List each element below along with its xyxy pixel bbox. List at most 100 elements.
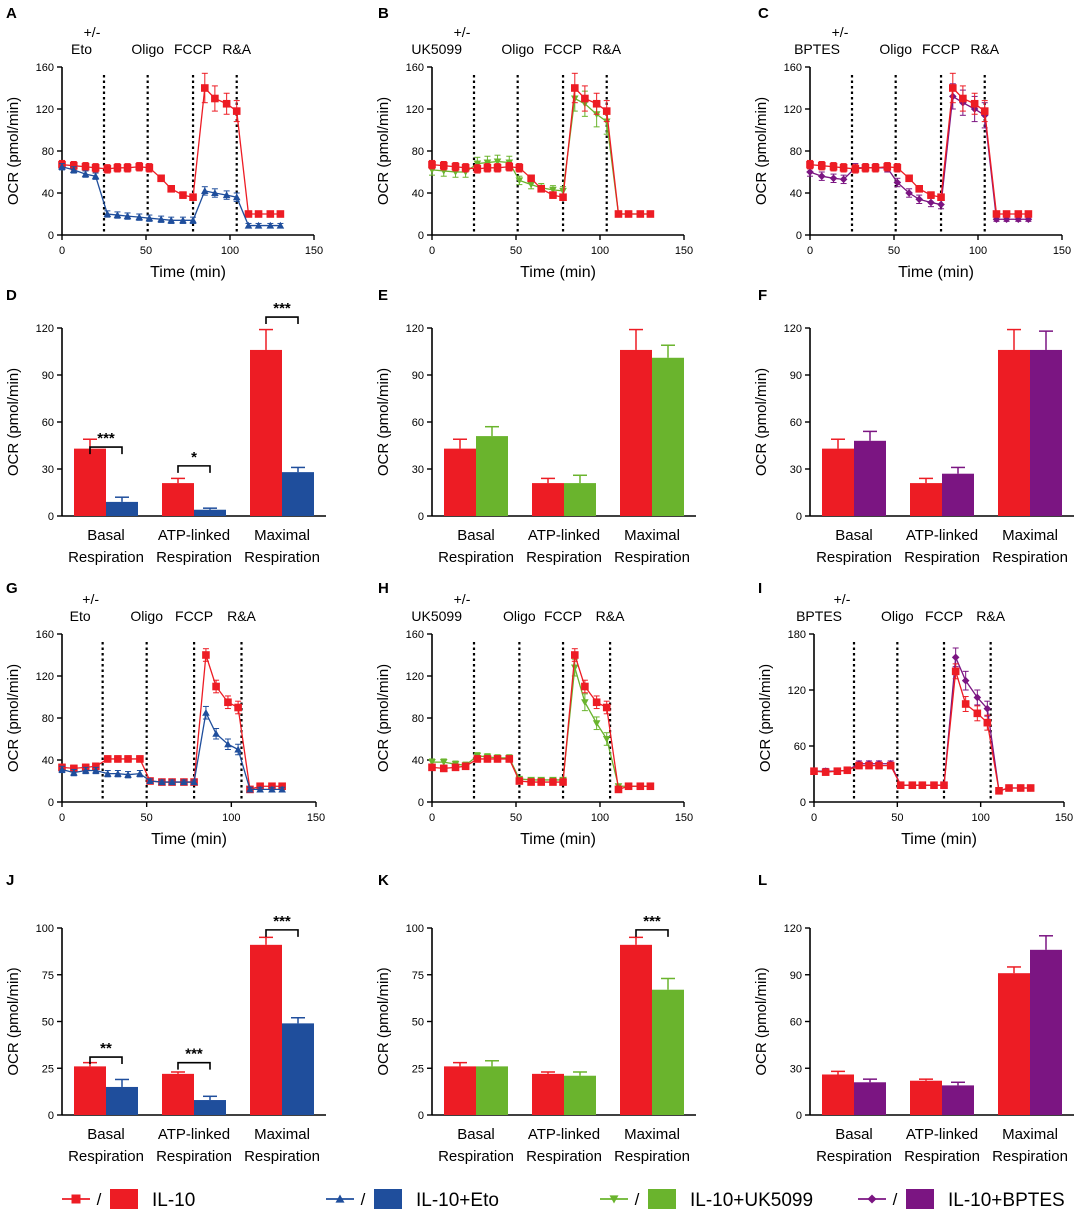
y-tick-label: 160 <box>406 629 424 641</box>
injection-label: +/- <box>84 24 101 40</box>
category-label: Respiration <box>992 549 1068 566</box>
data-point <box>505 755 514 763</box>
category-label: Respiration <box>904 1148 980 1165</box>
y-tick-label: 0 <box>418 511 424 523</box>
data-point <box>1014 210 1023 218</box>
data-point <box>201 84 209 92</box>
data-point <box>893 178 902 187</box>
legend-item-eto: / IL-10+Eto <box>326 1189 499 1211</box>
y-tick-label: 0 <box>418 230 424 242</box>
panel-label: G <box>6 580 18 597</box>
y-tick-label: 40 <box>42 755 54 767</box>
panel-L: L 0 30 60 90 120 OCR (pmol/min) Basal Respiratio… <box>753 872 1074 1165</box>
panel-E: E 0 30 60 90 120 OCR (pmol/min) Basal Respiratio… <box>375 287 696 566</box>
data-point <box>103 769 112 777</box>
data-point <box>461 164 470 172</box>
data-point <box>439 759 448 766</box>
x-tick-label: 150 <box>1055 812 1073 824</box>
bar-bptes <box>854 1082 886 1115</box>
legend-swatch <box>906 1189 934 1209</box>
data-point <box>224 740 232 748</box>
data-point <box>970 99 979 108</box>
data-point <box>930 781 938 789</box>
data-point <box>915 195 923 204</box>
significance-bracket <box>265 929 299 937</box>
category-label: Respiration <box>68 549 144 566</box>
data-point <box>602 107 611 115</box>
series-bptes <box>806 83 1033 224</box>
y-tick-label: 80 <box>42 146 54 158</box>
data-point <box>973 693 982 702</box>
bar-il10 <box>250 944 282 1115</box>
category-label: Respiration <box>526 549 602 566</box>
x-tick-label: 0 <box>807 245 813 257</box>
data-point <box>624 782 633 791</box>
y-tick-label: 180 <box>788 629 806 641</box>
category-label: ATP-linked <box>528 527 600 544</box>
data-point <box>1005 784 1013 792</box>
data-point <box>951 667 960 676</box>
data-point <box>581 699 589 707</box>
significance-bracket <box>89 1056 123 1065</box>
category-label: Basal <box>87 1126 125 1143</box>
data-point <box>136 769 144 777</box>
data-point <box>843 766 852 775</box>
data-point <box>829 174 838 183</box>
data-point <box>940 781 948 789</box>
data-point <box>276 210 285 218</box>
injection-label: R&A <box>596 608 625 624</box>
y-tick-label: 120 <box>36 671 54 683</box>
y-tick-label: 160 <box>36 62 54 74</box>
data-point <box>222 99 231 108</box>
data-point <box>211 189 219 197</box>
data-point <box>123 212 132 220</box>
panel-label: J <box>6 872 14 889</box>
x-tick-label: 50 <box>141 812 153 824</box>
data-point <box>1026 784 1035 792</box>
category-label: ATP-linked <box>158 1126 230 1143</box>
data-point <box>232 107 241 115</box>
data-point <box>234 703 242 712</box>
data-point <box>167 185 175 193</box>
bar-il10 <box>998 349 1030 516</box>
category-label: Respiration <box>526 1148 602 1165</box>
injection-label: R&A <box>970 41 999 57</box>
y-tick-label: 40 <box>42 188 54 200</box>
panel-H: H 0 40 80 120 160 OCR (pmol/min) 0 50 100 150 Time … <box>375 580 693 848</box>
data-point <box>461 762 470 771</box>
data-point <box>201 187 209 194</box>
legend-label: IL-10 <box>152 1190 195 1211</box>
data-point <box>58 765 66 773</box>
y-tick-label: 30 <box>790 1063 802 1075</box>
data-point <box>515 177 524 185</box>
bar-il10 <box>620 349 652 516</box>
data-point <box>254 221 263 229</box>
y-tick-label: 60 <box>412 417 424 429</box>
y-axis-title: OCR (pmol/min) <box>753 97 770 205</box>
y-tick-label: 60 <box>790 1017 802 1029</box>
legend-separator: / <box>893 1190 898 1209</box>
legend-label: IL-10+BPTES <box>948 1190 1065 1211</box>
bar-eto <box>194 1100 226 1115</box>
data-point <box>168 778 176 786</box>
data-point <box>855 761 863 770</box>
x-tick-label: 50 <box>888 245 900 257</box>
data-point <box>908 781 917 789</box>
data-point <box>81 162 90 171</box>
data-point <box>527 778 535 786</box>
data-point <box>212 682 220 691</box>
data-point <box>937 200 945 209</box>
data-point <box>973 709 982 718</box>
category-label: Basal <box>457 527 495 544</box>
significance-label: * <box>191 449 197 466</box>
series-line <box>61 710 283 791</box>
data-point <box>949 84 957 92</box>
legend-separator: / <box>97 1190 102 1209</box>
bar-bptes <box>1030 349 1062 516</box>
category-label: Respiration <box>156 549 232 566</box>
y-axis-title: OCR (pmol/min) <box>753 967 770 1075</box>
injection-label: FCCP <box>174 41 212 57</box>
data-point <box>505 162 514 171</box>
x-tick-label: 150 <box>307 812 325 824</box>
significance-bracket <box>89 446 123 455</box>
